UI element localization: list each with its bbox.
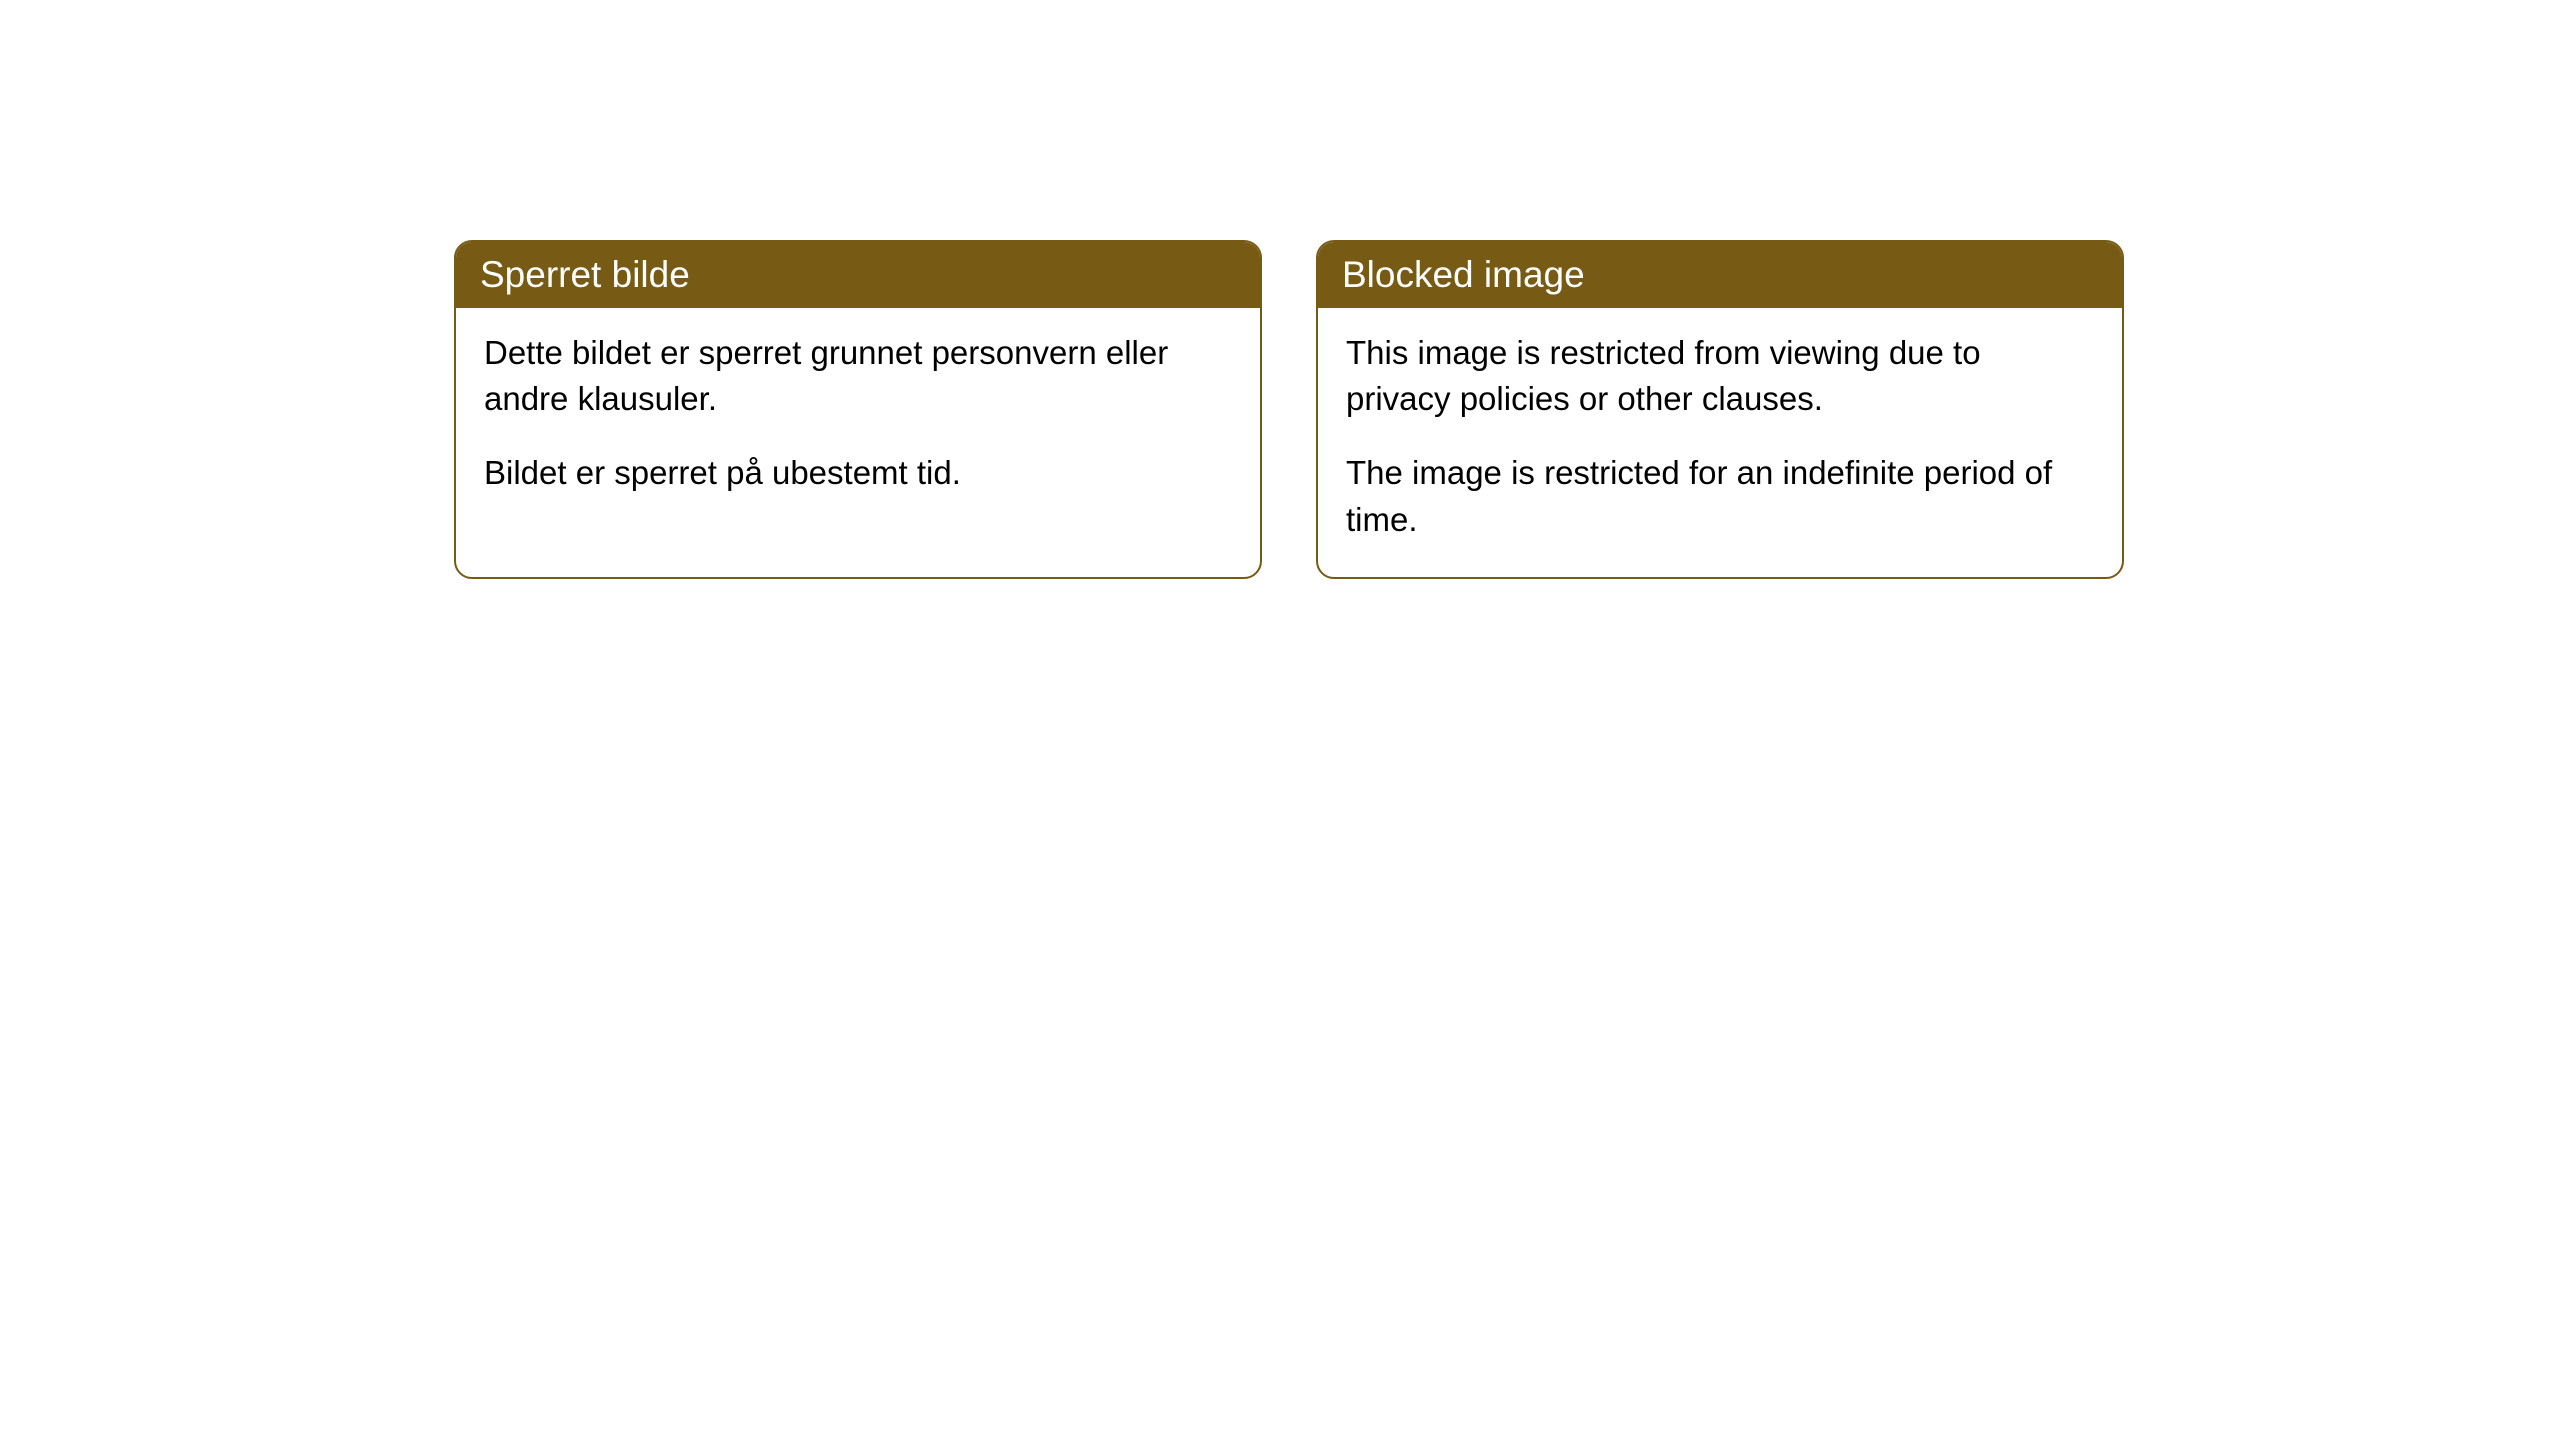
card-body: Dette bildet er sperret grunnet personve… bbox=[456, 308, 1260, 531]
card-header: Blocked image bbox=[1318, 242, 2122, 308]
blocked-image-card-norwegian: Sperret bilde Dette bildet er sperret gr… bbox=[454, 240, 1262, 579]
blocked-image-card-english: Blocked image This image is restricted f… bbox=[1316, 240, 2124, 579]
cards-container: Sperret bilde Dette bildet er sperret gr… bbox=[454, 240, 2560, 579]
card-header: Sperret bilde bbox=[456, 242, 1260, 308]
card-text-line2: Bildet er sperret på ubestemt tid. bbox=[484, 450, 1232, 496]
card-text-line1: This image is restricted from viewing du… bbox=[1346, 330, 2094, 422]
card-text-line1: Dette bildet er sperret grunnet personve… bbox=[484, 330, 1232, 422]
card-body: This image is restricted from viewing du… bbox=[1318, 308, 2122, 577]
card-text-line2: The image is restricted for an indefinit… bbox=[1346, 450, 2094, 542]
